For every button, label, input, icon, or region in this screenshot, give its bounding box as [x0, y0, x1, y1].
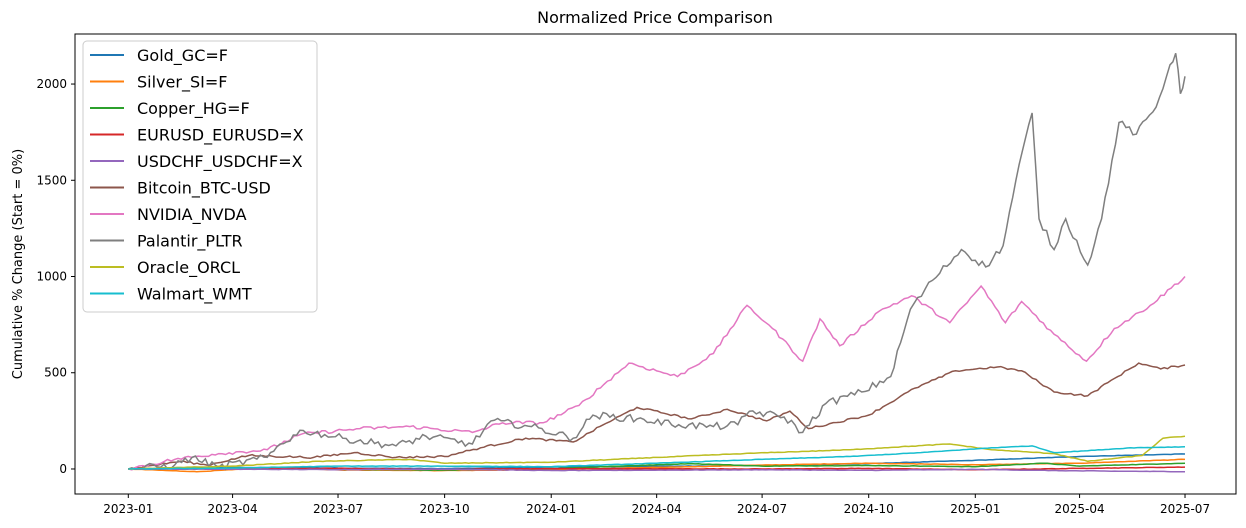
y-tick-label: 1000	[36, 270, 67, 284]
x-tick-label: 2023-04	[208, 502, 258, 516]
y-axis-label: Cumulative % Change (Start = 0%)	[11, 149, 26, 379]
y-tick-label: 0	[59, 462, 67, 476]
legend-label: Silver_SI=F	[137, 73, 227, 93]
x-tick-label: 2024-07	[737, 502, 787, 516]
legend-label: Palantir_PLTR	[137, 232, 243, 252]
legend-label: Gold_GC=F	[137, 46, 228, 66]
legend-label: Copper_HG=F	[137, 99, 250, 119]
series-line	[128, 468, 1185, 473]
legend-label: Oracle_ORCL	[137, 258, 240, 278]
legend-label: USDCHF_USDCHF=X	[137, 152, 303, 172]
series-group	[128, 52, 1186, 473]
plot-frame	[74, 33, 1237, 495]
y-tick-label: 2000	[36, 77, 67, 91]
x-tick-label: 2025-01	[950, 502, 1000, 516]
x-tick-label: 2024-01	[526, 502, 576, 516]
x-tick-label: 2024-04	[632, 502, 682, 516]
series-line	[128, 445, 1186, 470]
legend: Gold_GC=F Silver_SI=F Copper_HG=F EURUSD_EU…	[82, 40, 318, 313]
x-axis: 2023-01 2023-04 2023-07 2023-10 2024-01 2024-…	[103, 494, 1210, 516]
series-line	[128, 276, 1186, 471]
legend-box	[82, 40, 318, 313]
x-tick-label: 2023-07	[313, 502, 363, 516]
legend-label: EURUSD_EURUSD=X	[137, 126, 304, 146]
legend-label: NVIDIA_NVDA	[137, 205, 247, 225]
chart-title: Normalized Price Comparison	[537, 8, 773, 27]
legend-label: Walmart_WMT	[137, 285, 252, 305]
series-line	[128, 362, 1186, 470]
x-tick-label: 2023-10	[420, 502, 470, 516]
series-line	[128, 52, 1186, 471]
x-tick-label: 2024-10	[844, 502, 894, 516]
x-tick-label: 2025-07	[1160, 502, 1210, 516]
legend-label: Bitcoin_BTC-USD	[137, 179, 271, 199]
y-tick-label: 500	[44, 366, 67, 380]
x-tick-label: 2025-04	[1055, 502, 1105, 516]
y-tick-label: 1500	[36, 173, 67, 187]
x-tick-label: 2023-01	[103, 502, 153, 516]
series-line	[128, 435, 1186, 470]
y-axis: 0 500 1000 1500 2000	[36, 77, 75, 476]
